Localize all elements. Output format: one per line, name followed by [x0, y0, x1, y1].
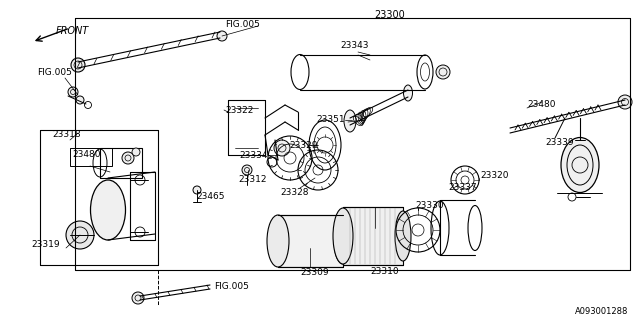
Ellipse shape [333, 208, 353, 264]
Bar [278, 215, 343, 267]
Text: FIG.005: FIG.005 [225, 20, 260, 29]
Text: 23480: 23480 [72, 150, 100, 159]
Text: 23480: 23480 [527, 100, 556, 109]
Circle shape [122, 152, 134, 164]
Text: FIG.005: FIG.005 [37, 68, 72, 77]
Text: 23320: 23320 [480, 171, 509, 180]
Circle shape [193, 186, 201, 194]
Bar [100, 148, 142, 178]
Text: 23309: 23309 [300, 268, 328, 277]
Circle shape [68, 87, 78, 97]
Text: A093001288: A093001288 [575, 307, 628, 316]
Ellipse shape [344, 110, 356, 132]
Bar [343, 207, 403, 265]
Text: 23465: 23465 [196, 192, 225, 201]
Text: 23300: 23300 [374, 10, 405, 20]
Text: 23312: 23312 [238, 175, 266, 184]
Text: FRONT: FRONT [56, 26, 89, 36]
Circle shape [76, 96, 84, 104]
Circle shape [217, 31, 227, 41]
Circle shape [66, 221, 94, 249]
Ellipse shape [561, 138, 599, 193]
Circle shape [242, 165, 252, 175]
Circle shape [132, 148, 140, 156]
Text: 23318: 23318 [52, 130, 81, 139]
Ellipse shape [395, 211, 411, 261]
Text: 23351: 23351 [316, 116, 345, 124]
Text: 23319: 23319 [31, 240, 60, 249]
Text: 23337: 23337 [448, 183, 477, 192]
Circle shape [132, 292, 144, 304]
Circle shape [274, 140, 290, 156]
Ellipse shape [403, 85, 413, 101]
Ellipse shape [334, 218, 352, 264]
Text: 23328: 23328 [280, 188, 308, 197]
Text: 23329: 23329 [289, 140, 318, 149]
Circle shape [71, 58, 85, 72]
Text: 23310: 23310 [370, 267, 399, 276]
Circle shape [618, 95, 632, 109]
Circle shape [436, 65, 450, 79]
Text: 23334: 23334 [239, 150, 268, 159]
Text: 23343: 23343 [340, 41, 369, 50]
Text: 23339: 23339 [545, 138, 573, 147]
Ellipse shape [90, 180, 125, 240]
Ellipse shape [267, 215, 289, 267]
Text: 23322: 23322 [225, 106, 253, 115]
Text: 23330: 23330 [415, 201, 444, 210]
Text: FIG.005: FIG.005 [214, 282, 249, 291]
Bar [70, 148, 112, 166]
